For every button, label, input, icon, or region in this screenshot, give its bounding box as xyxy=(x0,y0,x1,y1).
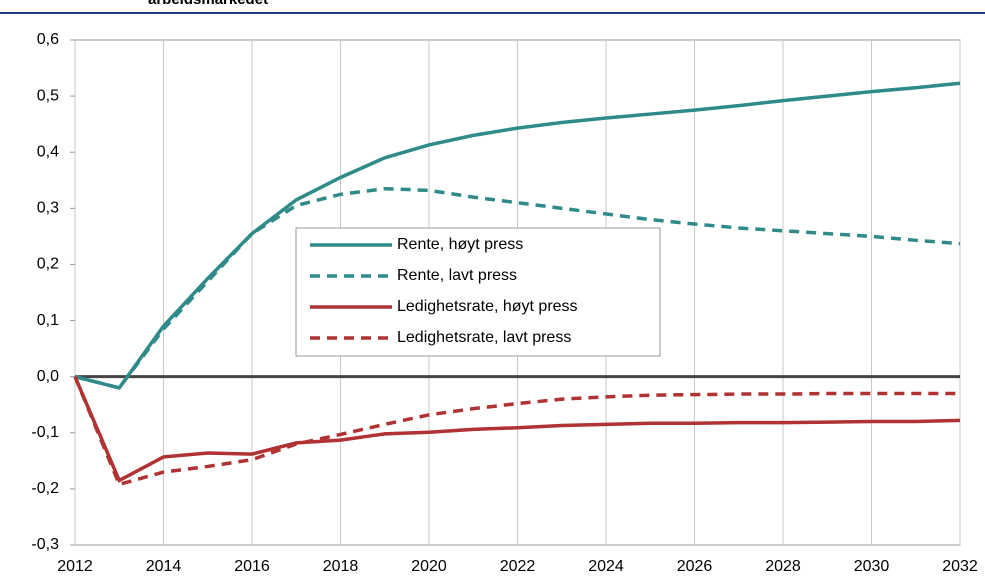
y-tick-label: -0,3 xyxy=(31,536,59,553)
series-line xyxy=(73,375,961,483)
legend-box xyxy=(295,227,661,357)
x-tick-label: 2030 xyxy=(854,558,890,575)
y-tick-label: 0,3 xyxy=(37,200,59,217)
legend-label: Ledighetsrate, lavt press xyxy=(397,329,571,346)
y-tick-label: 0,1 xyxy=(37,312,59,329)
x-tick-label: 2012 xyxy=(57,558,93,575)
x-tick-label: 2024 xyxy=(588,558,624,575)
y-tick-label: 0,4 xyxy=(37,143,59,160)
y-tick-label: 0,6 xyxy=(37,31,59,48)
legend-label: Rente, lavt press xyxy=(397,267,517,284)
chart-title: arbeidsmarkedet xyxy=(148,0,268,8)
x-tick-label: 2020 xyxy=(411,558,447,575)
y-tick-label: 0,5 xyxy=(37,87,59,104)
y-tick-label: -0,1 xyxy=(31,424,59,441)
x-tick-label: 2028 xyxy=(765,558,801,575)
series-line xyxy=(74,186,961,390)
legend-label: Ledighetsrate, høyt press xyxy=(397,298,578,315)
x-tick-label: 2016 xyxy=(234,558,270,575)
y-tick-label: 0,0 xyxy=(37,368,59,385)
series-line xyxy=(73,376,960,487)
x-tick-label: 2022 xyxy=(500,558,536,575)
legend-label: Rente, høyt press xyxy=(397,236,523,253)
x-tick-label: 2026 xyxy=(677,558,713,575)
x-tick-label: 2018 xyxy=(323,558,359,575)
x-tick-label: 2014 xyxy=(146,558,182,575)
x-tick-label: 2032 xyxy=(942,558,978,575)
y-tick-label: -0,2 xyxy=(31,480,59,497)
y-tick-label: 0,2 xyxy=(37,256,59,273)
